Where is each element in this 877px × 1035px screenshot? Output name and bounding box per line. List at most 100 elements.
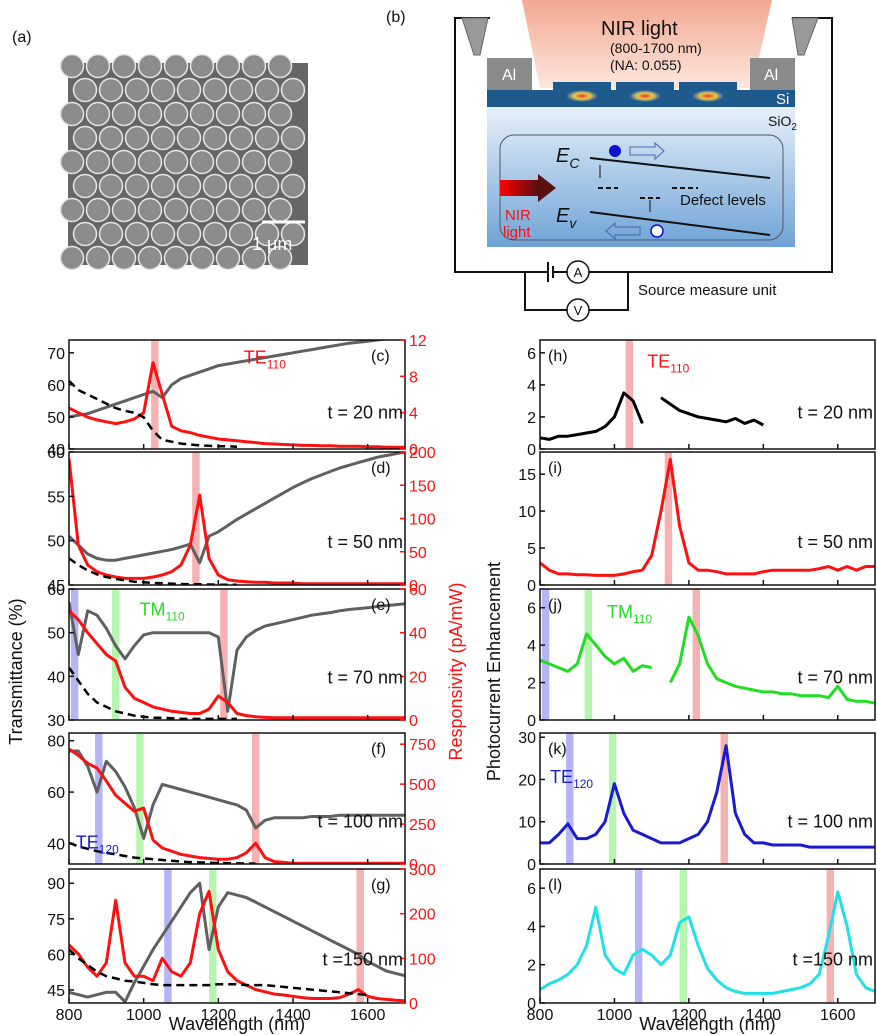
particle [178,223,201,246]
mode-name: TM [607,602,633,622]
particle [178,79,201,102]
panel-label: (e) [371,597,391,614]
y-tick-label: 50 [47,534,65,551]
particle [217,151,240,174]
particle [282,127,305,150]
particle [139,103,162,126]
y2-tick-label: 0 [409,713,418,730]
mode-name: TE [647,352,670,372]
mode-profile [629,90,661,102]
panel-label: (g) [371,877,391,894]
particle [113,247,136,270]
y-tick-label: 60 [47,947,65,964]
particle [230,175,253,198]
particle [126,175,149,198]
y2-tick-label: 20 [409,669,427,686]
y2-tick-label: 100 [409,512,436,529]
particle [61,199,84,222]
thickness-label: t =150 nm [322,949,403,969]
y-tick-label: 0 [527,857,536,874]
panel-label: (l) [548,877,562,894]
particle [191,55,214,78]
sio2-sub: 2 [791,122,797,133]
resonance-band [164,869,171,1003]
scale-bar-label: 1 μm [252,234,292,254]
hole [651,225,663,237]
y2-tick-label: 8 [409,369,418,386]
x-tick-label: 1600 [820,1007,856,1024]
panel-label: (f) [371,741,386,758]
particle [61,151,84,174]
y-tick-label: 0 [527,713,536,730]
y-tick-label: 4 [527,378,536,395]
y2-tick-label: 12 [409,333,427,350]
ec-sub: C [569,155,580,171]
particle [243,55,266,78]
panel-label: (i) [548,460,562,477]
plot-area [540,452,875,585]
particle [152,79,175,102]
y-tick-label: 6 [527,601,536,618]
y-tick-label: 2 [527,958,536,975]
y2-tick-label: 4 [409,406,418,423]
data-line [540,459,875,575]
mode-name: TE [244,347,267,367]
plot-area [69,733,405,864]
y-tick-label: 60 [47,785,65,802]
particle [139,199,162,222]
x-axis-label: Wavelength (nm) [169,1014,305,1034]
panel-label: (a) [12,29,32,46]
nir-arrow [500,180,538,196]
particle [243,151,266,174]
data-line [69,891,405,1001]
figure: (a) 1 μm (b) A V Source measure unit Al … [0,0,877,1035]
thickness-label: t = 20 nm [327,402,403,422]
particle [152,223,175,246]
voltmeter-label: V [574,303,583,318]
mode-index: 120 [573,777,593,791]
particle [217,199,240,222]
mode-name: TM [140,599,166,619]
y-tick-label: 70 [47,346,65,363]
data-line [540,393,763,440]
y-tick-label: 60 [47,445,65,462]
y2-tick-label: 150 [409,478,436,495]
electron [609,145,621,157]
plot-area [69,452,405,585]
y-tick-label: 80 [47,734,65,751]
particle [113,199,136,222]
x-tick-label: 1600 [350,1007,386,1024]
particle [178,127,201,150]
particle [191,199,214,222]
particle [87,103,110,126]
plot-area [69,337,405,449]
thickness-label: t = 100 nm [317,811,403,831]
x-tick-label: 1000 [126,1007,162,1024]
particle [256,175,279,198]
mode-profile [566,90,598,102]
y2-tick-label: 750 [409,737,436,754]
particle [269,55,292,78]
particle [87,247,110,270]
y-tick-label: 50 [47,410,65,427]
particle [87,55,110,78]
plot-area [69,869,405,1003]
plot-area [540,869,875,1003]
data-line [540,746,875,847]
resonance-band [112,589,119,720]
mode-name: TE [76,832,99,852]
y2-tick-label: 300 [409,862,436,879]
al-label: Al [764,67,778,84]
nir-label: NIR [505,207,531,224]
y-tick-label: 6 [527,881,536,898]
data-line [540,892,875,993]
y-tick-label: 4 [527,919,536,936]
particle [165,55,188,78]
resonance-band [356,869,363,1003]
x-tick-label: 800 [56,1007,83,1024]
mode-index: 110 [267,357,286,371]
particle [100,175,123,198]
y-axis-label: Transmittance (%) [6,598,26,744]
thickness-label: t =150 nm [792,949,873,969]
y-tick-label: 0 [527,442,536,459]
